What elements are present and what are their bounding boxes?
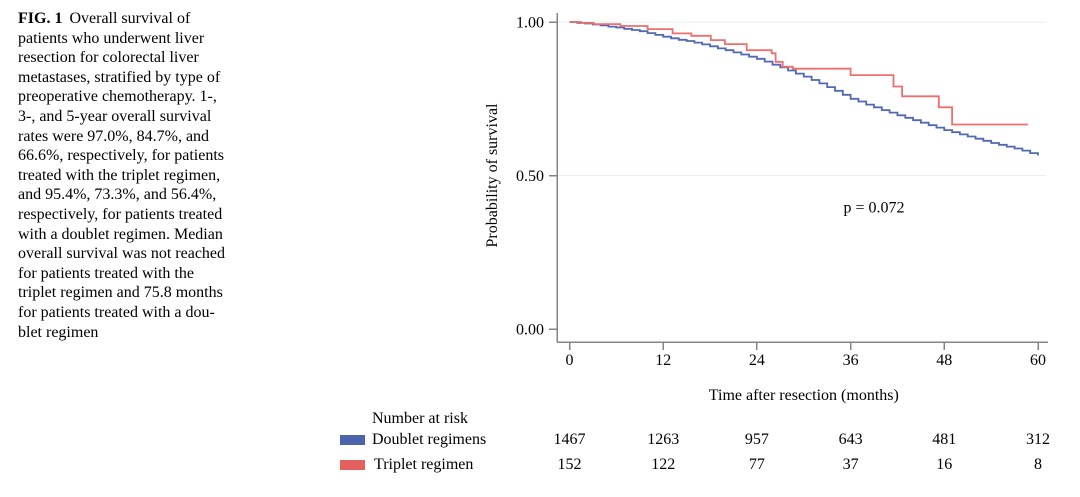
x-tick-label-0: 0 (566, 352, 574, 369)
doublet-legend-swatch (340, 435, 365, 445)
km-curve-triplet (569, 21, 1028, 126)
y-axis-title: Probability of survival (484, 103, 501, 248)
risk-value: 1263 (647, 431, 680, 448)
figure-caption-body: Overall survival of patients who underwe… (18, 10, 226, 341)
risk-value: 481 (932, 431, 957, 448)
y-tick-label-1.00: 1.00 (516, 15, 544, 32)
p-value-annotation: p = 0.072 (844, 199, 905, 216)
km-survival-chart: 1.00 0.50 0.00 0 12 24 36 48 60 Probabil… (484, 13, 1048, 404)
risk-value: 77 (748, 456, 765, 473)
doublet-legend-label: Doublet regimens (372, 431, 487, 448)
risk-table-header: Number at risk (372, 410, 468, 427)
y-tick-label-0.50: 0.50 (516, 168, 544, 185)
figure-caption: FIG. 1 Overall survival of patients who u… (18, 9, 268, 342)
triplet-legend-swatch (340, 460, 365, 470)
survival-curves (569, 21, 1039, 156)
risk-value: 643 (838, 431, 863, 448)
x-tick-label-48: 48 (936, 352, 952, 369)
x-tick-label-36: 36 (843, 352, 859, 369)
risk-value: 1467 (553, 431, 586, 448)
x-tick-label-24: 24 (749, 352, 765, 369)
risk-value: 957 (744, 431, 769, 448)
risk-value: 122 (651, 456, 676, 473)
triplet-legend-label: Triplet regimen (374, 456, 474, 473)
y-tick-label-0.00: 0.00 (516, 322, 544, 339)
risk-value: 8 (1034, 456, 1042, 473)
km-curve-doublet (569, 21, 1039, 156)
figure-caption-label: FIG. 1 (18, 10, 63, 27)
gridlines (558, 21, 1046, 177)
x-tick-label-60: 60 (1030, 352, 1046, 369)
risk-value: 16 (936, 456, 953, 473)
risk-value: 37 (842, 456, 859, 473)
risk-value: 312 (1026, 431, 1050, 448)
risk-value: 152 (557, 456, 582, 473)
axes (549, 13, 1048, 350)
x-tick-label-12: 12 (655, 352, 671, 369)
x-axis-title: Time after resection (months) (709, 387, 899, 404)
